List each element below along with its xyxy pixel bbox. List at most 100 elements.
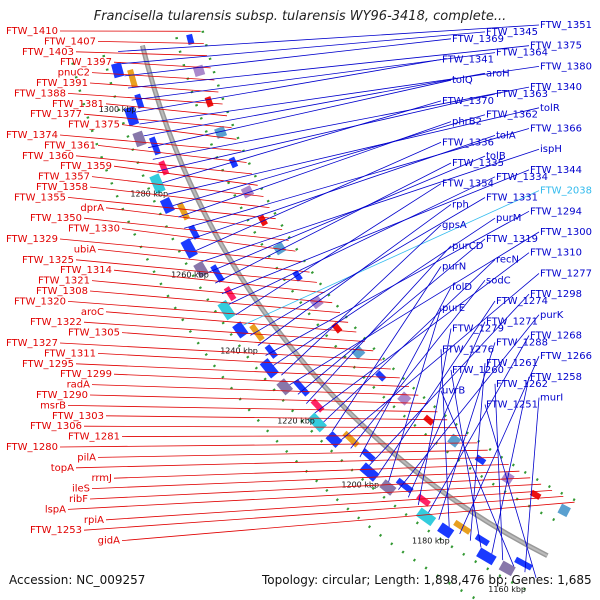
gene-feature [127, 69, 138, 88]
gene-feature [186, 33, 195, 45]
right-label-leader [428, 335, 530, 513]
right-gene-label: FTW_1364 [496, 48, 548, 59]
right-label-leader [484, 404, 537, 579]
left-label-leader [89, 82, 219, 93]
right-gene-label: FTW_1345 [486, 27, 538, 38]
left-gene-label: lspA [45, 504, 66, 515]
left-gene-label: FTW_1253 [30, 525, 82, 536]
right-label-leader [242, 190, 540, 326]
right-gene-label: tolB [486, 151, 506, 162]
right-gene-label: FTW_1340 [530, 82, 582, 93]
gene-feature [264, 344, 278, 359]
right-label-leader [184, 128, 530, 229]
topology-text: Topology: circular; Length: 1,898,476 bp… [262, 573, 592, 587]
right-gene-label: FTW_2038 [540, 186, 592, 197]
gene-feature [351, 345, 366, 360]
right-gene-label: FTW_1331 [486, 193, 538, 204]
right-label-leader [118, 24, 540, 52]
left-label-leader [89, 186, 270, 208]
left-label-leader [83, 113, 232, 128]
gene-feature [210, 264, 225, 283]
right-label-leader [143, 72, 486, 137]
left-gene-label: rrmJ [91, 473, 112, 484]
left-gene-label: FTW_1327 [6, 338, 58, 349]
left-gene-label: FTW_1329 [6, 234, 58, 245]
right-label-leader [172, 114, 486, 206]
right-label-leader [289, 231, 540, 386]
right-gene-label: FTW_1300 [540, 227, 592, 238]
gene-feature [232, 321, 249, 339]
gene-feature [228, 156, 239, 169]
gene-feature [259, 358, 279, 379]
right-label-leader [450, 369, 482, 548]
right-gene-label: gpsA [442, 220, 467, 231]
gene-feature [158, 160, 170, 176]
left-label-leader [121, 501, 575, 541]
right-gene-label: FTW_1279 [452, 324, 504, 335]
right-gene-label: folD [452, 282, 472, 293]
right-gene-label: sodC [486, 275, 511, 286]
right-label-leader [162, 100, 442, 184]
left-label-leader [75, 363, 400, 379]
left-gene-label: FTW_1350 [30, 213, 82, 224]
left-gene-label: ubiA [74, 244, 96, 255]
gene-feature [132, 130, 147, 148]
left-label-leader [59, 442, 478, 448]
left-gene-label: FTW_1306 [30, 421, 82, 432]
right-gene-label: FTW_1336 [442, 137, 494, 148]
left-gene-label: FTW_1410 [6, 26, 58, 37]
left-label-leader [89, 477, 531, 500]
left-gene-label: FTW_1299 [60, 369, 112, 380]
gene-feature [529, 489, 542, 500]
kbp-tick-label: 1180 kbp [412, 537, 450, 546]
left-gene-label: FTW_1358 [36, 182, 88, 193]
left-gene-label: FTW_1320 [14, 296, 66, 307]
right-gene-label: FTW_1276 [442, 344, 494, 355]
right-label-leader [257, 204, 452, 346]
right-gene-label: FTW_1310 [530, 248, 582, 259]
right-gene-label: FTW_1362 [486, 110, 538, 121]
right-gene-label: FTW_1335 [452, 158, 504, 169]
left-label-leader [89, 394, 428, 404]
left-gene-label: FTW_1330 [68, 224, 120, 235]
left-gene-label: FTW_1303 [52, 411, 104, 422]
right-gene-label: FTW_1260 [452, 365, 504, 376]
left-label-leader [105, 103, 228, 117]
left-label-leader [75, 51, 208, 57]
right-gene-label: FTW_1319 [486, 234, 538, 245]
right-gene-label: purK [540, 310, 564, 321]
gene-feature [214, 125, 228, 139]
left-gene-label: FTW_1355 [14, 192, 66, 203]
kbp-tick-label: 1160 kbp [488, 585, 526, 594]
right-gene-label: FTW_1271 [486, 317, 538, 328]
gene-feature [192, 64, 206, 78]
left-gene-label: FTW_1397 [60, 57, 112, 68]
right-gene-label: FTW_1363 [496, 89, 548, 100]
left-label-leader [83, 217, 289, 241]
left-label-leader [121, 434, 468, 438]
right-label-leader [273, 217, 496, 366]
right-label-leader [121, 31, 486, 65]
gene-feature [342, 430, 360, 448]
right-label-leader [189, 135, 496, 240]
left-gene-label: radA [67, 380, 91, 391]
left-gene-label: pnuC2 [58, 68, 90, 79]
right-gene-label: uvrB [442, 386, 465, 397]
right-gene-label: FTW_1277 [540, 268, 592, 279]
gene-feature [375, 370, 387, 382]
left-label-leader [91, 384, 419, 396]
right-gene-label: rph [452, 199, 469, 210]
right-gene-label: FTW_1288 [496, 337, 548, 348]
gene-feature [325, 431, 343, 448]
gene-feature [498, 560, 516, 577]
left-label-leader [75, 259, 317, 283]
left-label-leader [97, 41, 204, 44]
gene-feature [557, 503, 571, 518]
left-label-leader [91, 280, 333, 304]
left-label-leader [83, 496, 564, 531]
kbp-tick-label: 1200 kbp [341, 480, 379, 489]
right-label-leader [178, 121, 452, 218]
right-gene-label: FTW_1258 [530, 372, 582, 383]
gene-feature [397, 391, 412, 406]
